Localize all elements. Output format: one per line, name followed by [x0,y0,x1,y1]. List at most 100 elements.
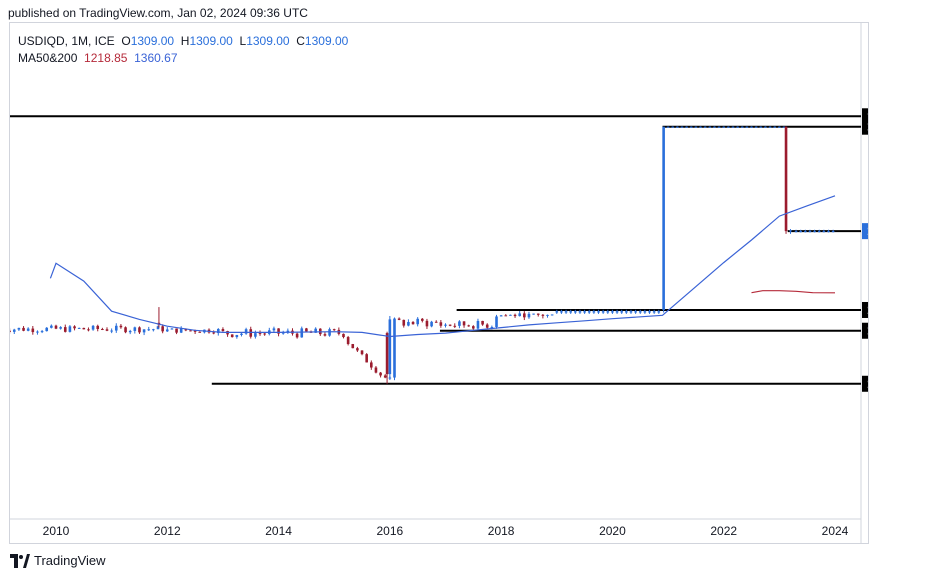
candle-body [694,126,698,128]
legend-ma-row: MA50&200 1218.85 1360.67 [18,50,348,67]
candle-body [332,329,336,331]
candle-body [26,328,30,331]
candle-body [550,314,554,316]
candle-body [583,311,586,313]
candle-body [105,329,109,331]
candle-body [523,313,526,318]
candle-body [472,326,475,329]
candle-body [235,334,239,338]
candle-body [119,325,123,328]
legend-h-label: H [180,34,190,48]
price-tag [862,118,868,135]
candle-body [680,126,684,128]
candle-body [198,331,202,333]
legend-ma-name[interactable]: MA50&200 [18,51,78,65]
candle-body [490,326,494,328]
candle-body [518,313,521,317]
candle-body [91,325,95,330]
price-tag [862,322,868,339]
x-tick-label: 2022 [710,524,737,538]
legend-o-value: 1309.00 [130,34,175,48]
candle-body [574,311,577,313]
candle-body [421,318,424,321]
chart-pane[interactable]: 1600.001550.001500.001450.001400.001350.… [9,22,869,544]
candle-body [216,329,220,334]
candle-body [527,313,531,318]
candle-body [425,320,429,327]
candle-body [170,328,174,330]
candle-body [546,314,549,316]
ma-line [49,195,836,338]
price-chart[interactable]: 1600.001550.001500.001450.001400.001350.… [10,23,868,543]
candle-body [476,320,480,329]
candle-body [759,126,763,128]
candle-body [50,325,53,328]
candle-body [813,231,816,233]
candle-body [662,126,665,310]
candle-body [560,311,563,313]
candle-body [152,329,155,331]
candle-body [504,315,508,317]
candle-body [87,329,90,331]
candle-body [17,327,21,330]
candle-body [629,311,633,313]
candle-body [587,311,591,313]
candle-body [147,329,151,331]
candle-body [467,325,470,327]
candle-body [620,311,624,313]
candle-body [564,311,568,313]
candle-body [676,126,679,128]
candle-body [448,324,452,326]
price-tag-label: 1309.00 [867,224,868,238]
candle-body [499,315,503,317]
legend-ma50-value: 1218.85 [84,51,128,65]
candle-body [462,321,466,326]
x-tick-label: 2012 [154,524,181,538]
candle-body [328,329,331,336]
candle-body [68,326,72,332]
candle-body [778,126,781,128]
candle-body [300,328,304,338]
candle-body [165,329,169,332]
candle-body [254,333,257,337]
price-tag [862,375,868,392]
candle-body [606,311,610,313]
candle-body [717,126,721,128]
candle-body [240,333,243,335]
candle-body [351,344,355,349]
candle-body [342,333,345,338]
candle-body [671,126,675,128]
price-tag-label: 1476.82 [867,109,868,123]
candle-body [388,377,392,379]
candle-body [794,231,798,233]
candle-body [281,332,285,334]
legend-symbol[interactable]: USDIQD, 1M, ICE [18,34,115,48]
candle-body [40,331,44,333]
candle-body [142,329,146,333]
candle-body [10,330,11,332]
candle-body [244,329,248,334]
legend-l-label: L [239,34,247,48]
candle-body [638,311,642,313]
candle-body [189,330,192,332]
candle-body [804,231,807,233]
legend-symbol-row: USDIQD, 1M, ICE O1309.00 H1309.00 L1309.… [18,33,348,50]
price-tags: 1476.821461.62 1309.00 1193.76 1163.43 1085.… [862,108,868,392]
candle-body [481,320,484,325]
footer-brand: TradingView [34,553,106,568]
candle-body [634,311,637,313]
candle-body [397,318,401,320]
candle-body [161,326,164,332]
time-axis-labels: 2010 2012 2014 2016 2018 2020 2022 2024 [43,524,849,538]
candle-body [625,311,628,313]
legend-c-value: 1309.00 [304,34,349,48]
candle-body [314,328,317,333]
candle-body [822,231,826,233]
candle-body [532,313,535,315]
candle-body [657,311,661,313]
candle-body [789,230,792,232]
candle-body [699,126,702,128]
candle-body [713,126,716,128]
price-tag [862,301,868,318]
candle-body [453,325,457,327]
